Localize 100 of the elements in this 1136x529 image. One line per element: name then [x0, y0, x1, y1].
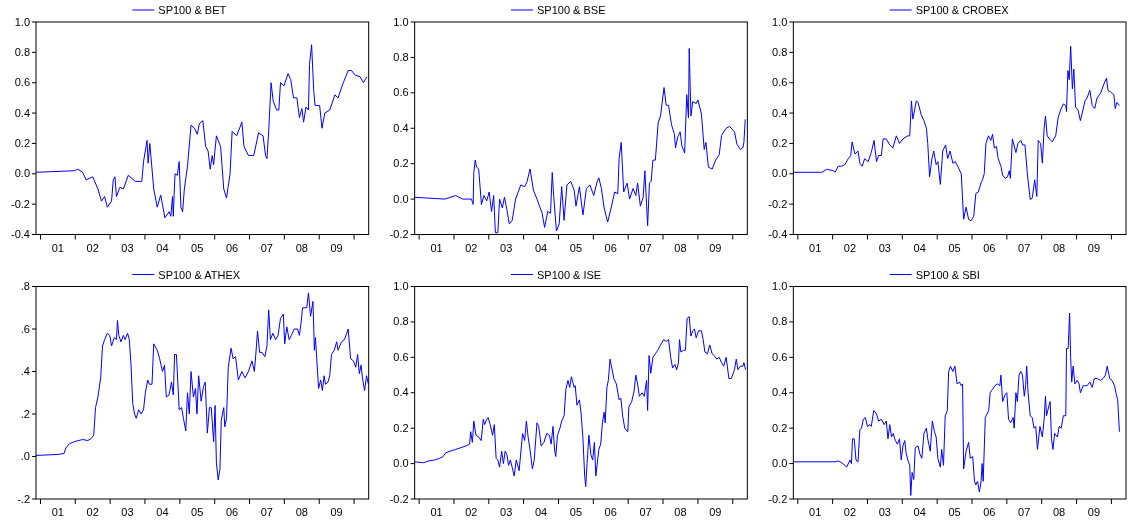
x-tick-label: 06 — [983, 506, 996, 518]
x-tick-label: 08 — [1053, 241, 1066, 254]
y-tick-label: 0.2 — [393, 421, 409, 434]
x-tick-label: 02 — [843, 506, 857, 518]
y-tick-label: 0.2 — [772, 421, 788, 434]
x-tick-label: 07 — [639, 241, 652, 254]
line-series — [793, 45, 1120, 222]
y-tick-label: -0.4 — [11, 228, 30, 241]
y-tick-label: 0.6 — [393, 350, 409, 363]
x-tick-label: 02 — [465, 241, 478, 254]
x-tick-label: 03 — [878, 241, 891, 254]
x-tick-label: 04 — [156, 506, 169, 518]
x-tick-label: 09 — [330, 506, 343, 518]
x-tick-label: 05 — [948, 506, 961, 518]
x-tick-label: 07 — [639, 506, 652, 518]
y-tick-label: 0.2 — [14, 136, 30, 149]
legend-label: SP100 & ATHEX — [158, 268, 241, 281]
x-tick-label: 04 — [913, 506, 926, 518]
y-tick-label: -0.2 — [768, 492, 788, 505]
y-tick-label: 0.0 — [393, 192, 409, 205]
line-series — [35, 44, 368, 219]
y-tick-label: 0.4 — [393, 386, 409, 399]
y-tick-label: .2 — [20, 407, 30, 420]
x-tick-label: 05 — [569, 241, 583, 254]
y-tick-label: 0.0 — [772, 167, 788, 180]
y-tick-label: -0.2 — [389, 228, 409, 241]
y-tick-label: 0.0 — [772, 457, 788, 470]
x-tick-label: 05 — [569, 506, 583, 518]
y-tick-label: 1.0 — [772, 15, 788, 28]
x-tick-label: 08 — [674, 506, 687, 518]
x-tick-label: 07 — [260, 506, 273, 518]
x-tick-label: 04 — [534, 241, 548, 254]
y-tick-label: 1.0 — [393, 15, 409, 28]
line-series — [414, 316, 747, 488]
y-tick-label: 0.8 — [393, 50, 409, 63]
y-tick-label: 0.4 — [393, 121, 409, 134]
y-tick-label: .8 — [20, 280, 30, 293]
legend-label: SP100 & SBI — [915, 268, 980, 281]
x-tick-label: 04 — [913, 241, 926, 254]
x-tick-label: 06 — [983, 241, 996, 254]
x-tick-label: 02 — [86, 506, 99, 518]
y-tick-label: 0.8 — [393, 315, 409, 328]
x-tick-label: 09 — [709, 506, 722, 518]
y-tick-label: 0.8 — [772, 315, 788, 328]
x-tick-label: 08 — [295, 241, 308, 254]
y-tick-label: 1.0 — [393, 280, 409, 293]
x-tick-label: 03 — [500, 506, 513, 518]
y-tick-label: 0.6 — [772, 350, 788, 363]
x-tick-label: 06 — [604, 506, 617, 518]
legend-label: SP100 & ISE — [537, 268, 602, 281]
line-series — [414, 48, 746, 234]
x-tick-label: 06 — [225, 506, 239, 518]
x-tick-label: 08 — [1053, 506, 1066, 518]
x-tick-label: 02 — [465, 506, 478, 518]
y-tick-label: 0.4 — [772, 386, 788, 399]
y-tick-label: -0.2 — [768, 197, 788, 210]
x-tick-label: 02 — [86, 241, 99, 254]
x-tick-label: 03 — [878, 506, 891, 518]
y-tick-label: -0.2 — [389, 492, 409, 505]
line-series — [793, 312, 1120, 496]
y-tick-label: -.2 — [17, 492, 30, 505]
x-tick-label: 03 — [121, 241, 134, 254]
y-tick-label: .6 — [20, 322, 30, 335]
x-tick-label: 01 — [809, 241, 822, 254]
x-tick-label: 07 — [1018, 241, 1031, 254]
x-tick-label: 02 — [843, 241, 857, 254]
x-tick-label: 09 — [709, 241, 722, 254]
y-tick-label: 0.4 — [772, 106, 788, 119]
x-tick-label: 01 — [51, 241, 64, 254]
x-tick-label: 05 — [191, 506, 204, 518]
x-tick-label: 01 — [51, 506, 64, 518]
y-tick-label: 0.2 — [772, 136, 788, 149]
x-tick-label: 05 — [948, 241, 961, 254]
y-tick-label: 1.0 — [772, 280, 788, 293]
y-tick-label: 0.8 — [772, 45, 788, 58]
x-tick-label: 07 — [1018, 506, 1031, 518]
legend-label: SP100 & BET — [158, 4, 227, 16]
y-tick-label: 0.6 — [14, 76, 30, 89]
x-tick-label: 01 — [430, 241, 443, 254]
y-tick-label: .0 — [20, 450, 30, 463]
y-tick-label: 0.4 — [14, 106, 30, 119]
x-tick-label: 01 — [809, 506, 822, 518]
y-tick-label: 0.6 — [393, 86, 409, 99]
y-tick-label: 0.6 — [772, 76, 788, 89]
y-tick-label: 0.0 — [393, 457, 409, 470]
x-tick-label: 03 — [500, 241, 513, 254]
x-tick-label: 06 — [604, 241, 617, 254]
legend-label: SP100 & CROBEX — [915, 4, 1010, 16]
y-tick-label: -0.4 — [768, 228, 788, 241]
y-tick-label: -0.2 — [11, 197, 30, 210]
x-tick-label: 08 — [674, 241, 687, 254]
x-tick-label: 05 — [191, 241, 204, 254]
x-tick-label: 03 — [121, 506, 134, 518]
x-tick-label: 08 — [295, 506, 308, 518]
x-tick-label: 04 — [156, 241, 169, 254]
legend-label: SP100 & BSE — [537, 4, 606, 16]
y-tick-label: 0.0 — [14, 167, 30, 180]
y-tick-label: 0.8 — [14, 45, 30, 58]
y-tick-label: 0.2 — [393, 157, 409, 170]
y-tick-label: 1.0 — [14, 15, 30, 28]
